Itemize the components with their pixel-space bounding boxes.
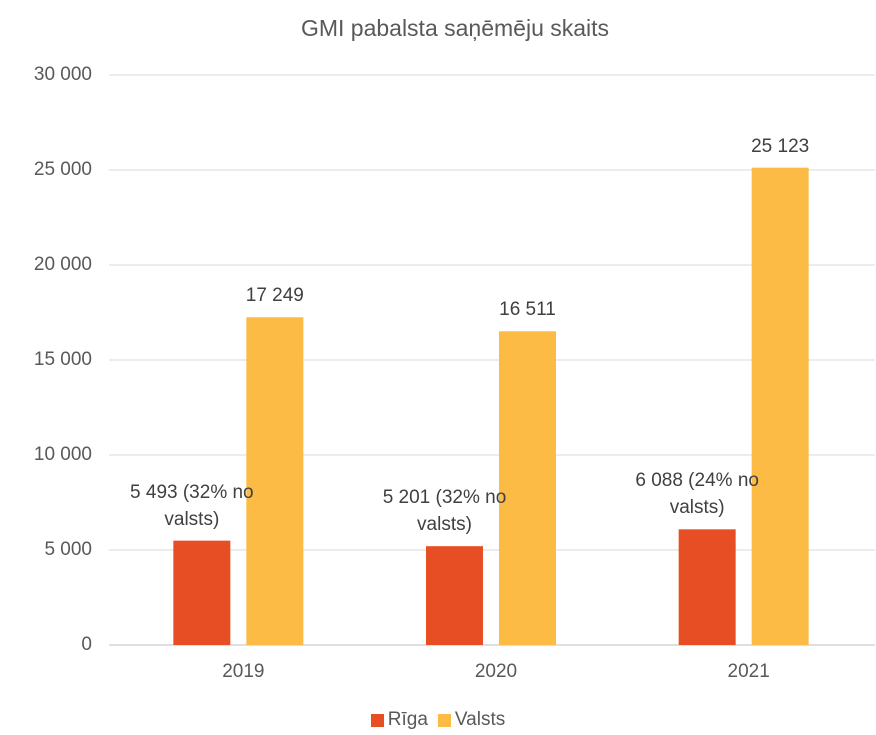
y-tick-label: 10 000 xyxy=(34,444,92,465)
data-label: 5 493 (32% no valsts) xyxy=(130,481,254,530)
data-label: 17 249 xyxy=(245,285,304,307)
legend: Rīga Valsts xyxy=(0,709,876,731)
bar xyxy=(173,540,231,645)
bar xyxy=(499,331,556,645)
y-tick-label: 0 xyxy=(81,634,92,655)
legend-swatch xyxy=(437,713,451,727)
data-label: 25 123 xyxy=(751,135,810,157)
data-label: 5 201 (32% no valsts) xyxy=(382,487,507,536)
bar xyxy=(751,167,809,645)
bar xyxy=(426,546,483,645)
legend-swatch xyxy=(370,713,384,727)
legend-item: Valsts xyxy=(437,709,506,731)
x-tick-label: 2020 xyxy=(475,661,517,682)
legend-label: Valsts xyxy=(454,709,506,730)
x-tick-label: 2019 xyxy=(222,661,264,682)
data-label: 16 511 xyxy=(499,299,556,321)
chart-title: GMI pabalsta saņēmēju skaits xyxy=(301,15,609,41)
bar xyxy=(678,529,736,645)
y-tick-label: 5 000 xyxy=(44,539,92,560)
x-tick-label: 2021 xyxy=(728,661,770,682)
y-tick-label: 15 000 xyxy=(34,349,92,370)
bar xyxy=(246,317,304,645)
legend-item: Rīga xyxy=(370,709,428,731)
y-tick-label: 20 000 xyxy=(34,254,92,275)
y-tick-label: 25 000 xyxy=(34,159,92,180)
legend-label: Rīga xyxy=(387,709,428,730)
y-tick-label: 30 000 xyxy=(34,64,92,85)
data-label: 6 088 (24% no valsts) xyxy=(635,470,759,519)
